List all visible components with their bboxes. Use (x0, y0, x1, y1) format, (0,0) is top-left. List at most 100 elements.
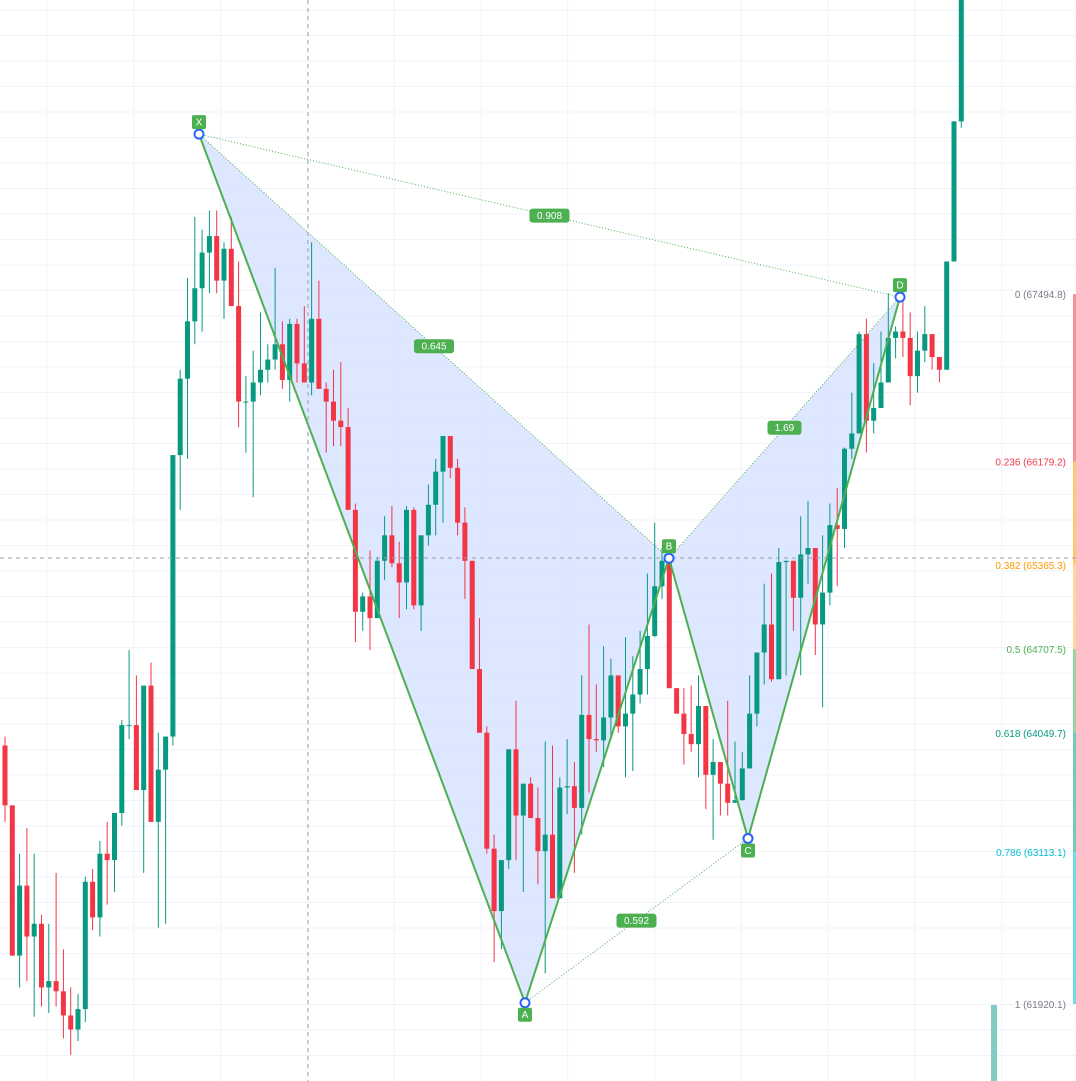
candle-body (221, 248, 227, 281)
candle-body (915, 350, 920, 377)
candle-body (907, 337, 913, 377)
candle (571, 762, 577, 873)
pattern-point-b[interactable]: B (662, 539, 676, 564)
candle (53, 872, 59, 1007)
candle-body (433, 471, 439, 505)
candle-body (637, 669, 643, 695)
candle-body (579, 714, 585, 808)
candle (294, 318, 300, 383)
candle-body (834, 525, 840, 529)
candle-body (856, 334, 862, 434)
candle-body (119, 725, 125, 813)
candle (703, 705, 709, 810)
candle-body (331, 401, 336, 421)
ratio-label: 0.592 (624, 916, 649, 927)
candle-body (601, 717, 607, 741)
pattern-point-c[interactable]: C (741, 832, 755, 858)
candle (396, 541, 402, 619)
candle (39, 914, 44, 1007)
candle (133, 675, 139, 791)
candle (462, 507, 468, 600)
candle (739, 751, 745, 801)
pattern-point-label: B (666, 542, 673, 553)
candle-body (710, 762, 716, 775)
candle-body (863, 334, 869, 421)
candle (769, 573, 774, 682)
candle-body (557, 787, 563, 899)
candle-body (798, 554, 804, 598)
fib-zone-strip (1073, 294, 1076, 462)
candle (717, 762, 723, 816)
fib-level-label: 0 (67494.8) (1015, 290, 1066, 301)
candle-body (761, 624, 767, 653)
candle-body (739, 768, 745, 801)
candle-body (133, 725, 139, 791)
candle-body (484, 732, 490, 849)
fib-level-label: 1 (61920.1) (1015, 1000, 1066, 1011)
candle-body (593, 739, 599, 741)
pattern-point-a[interactable]: A (518, 997, 532, 1022)
ratio-label: 0.908 (537, 211, 562, 222)
candle (696, 675, 701, 778)
candle (790, 560, 796, 631)
candle (360, 592, 366, 631)
pattern-point-badge (518, 1007, 532, 1022)
candle-body (112, 812, 117, 861)
candle-body (258, 369, 263, 383)
candle (82, 876, 88, 1022)
candle (922, 306, 928, 363)
pattern-point-label: A (522, 1010, 529, 1021)
candle (75, 993, 81, 1041)
candle (520, 783, 526, 892)
candle (586, 624, 592, 793)
pattern-point-x[interactable]: X (192, 115, 206, 140)
candle (404, 506, 409, 610)
candle (681, 688, 687, 765)
candle (382, 516, 388, 580)
candle (46, 923, 52, 1013)
candle-body (783, 560, 789, 563)
candle-body (265, 359, 271, 370)
candle (936, 357, 942, 383)
candle-body (550, 834, 555, 899)
candle (834, 488, 840, 587)
candle (659, 548, 665, 600)
candle-body (163, 736, 169, 770)
candle-body (177, 378, 183, 456)
candle-body (754, 652, 760, 714)
candle-body (725, 783, 731, 803)
pattern-point-marker (742, 832, 754, 844)
candle-body (2, 745, 8, 806)
candle-body (17, 885, 23, 956)
fib-level-label: 0.236 (66179.2) (995, 458, 1066, 469)
fib-level-label: 0.5 (64707.5) (1007, 645, 1067, 656)
candle-body (696, 705, 701, 745)
fib-zone-strip (1073, 461, 1076, 566)
candle-body (849, 433, 855, 449)
candle-body (513, 749, 519, 816)
candle-body (842, 448, 847, 529)
candle-body (871, 407, 877, 421)
candle (68, 987, 74, 1055)
candle-body (674, 688, 680, 714)
candle-body (805, 548, 811, 555)
candle (666, 560, 672, 689)
pattern-point-badge (192, 115, 206, 130)
candle-body (382, 535, 388, 561)
candle (455, 458, 461, 536)
candle (601, 646, 607, 768)
candle-body (652, 586, 658, 636)
candle (856, 331, 862, 434)
candle (243, 376, 249, 453)
pattern-leg-BC (668, 557, 749, 839)
candle (331, 369, 336, 447)
candle (557, 777, 563, 899)
candle (820, 535, 826, 708)
pattern-point-d[interactable]: D (893, 278, 907, 303)
candle-body (338, 420, 344, 428)
candle-body (192, 288, 198, 322)
candle (951, 121, 957, 262)
candle (506, 749, 512, 870)
candle-body (951, 121, 957, 262)
